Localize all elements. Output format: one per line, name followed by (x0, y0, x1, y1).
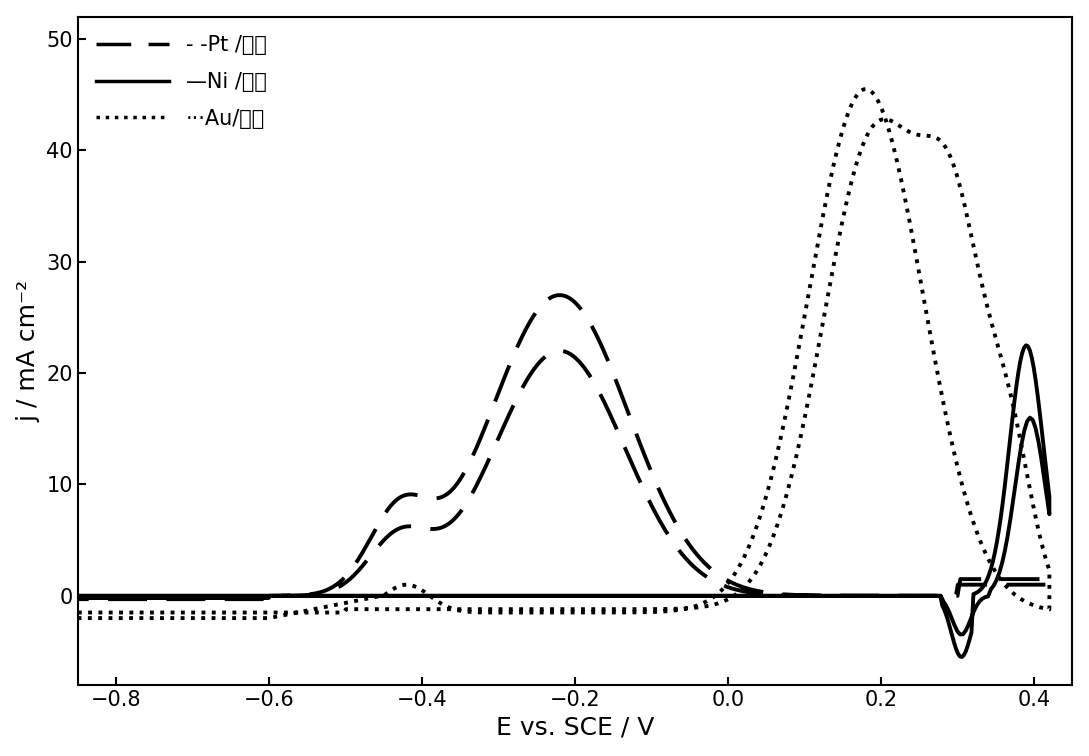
Legend: - -Pt /炭黒, —Ni /炭黒, ···Au/炭黒: - -Pt /炭黒, —Ni /炭黒, ···Au/炭黒 (88, 27, 276, 137)
Y-axis label: j / mA cm⁻²: j / mA cm⁻² (16, 280, 40, 422)
X-axis label: E vs. SCE / V: E vs. SCE / V (495, 715, 654, 739)
